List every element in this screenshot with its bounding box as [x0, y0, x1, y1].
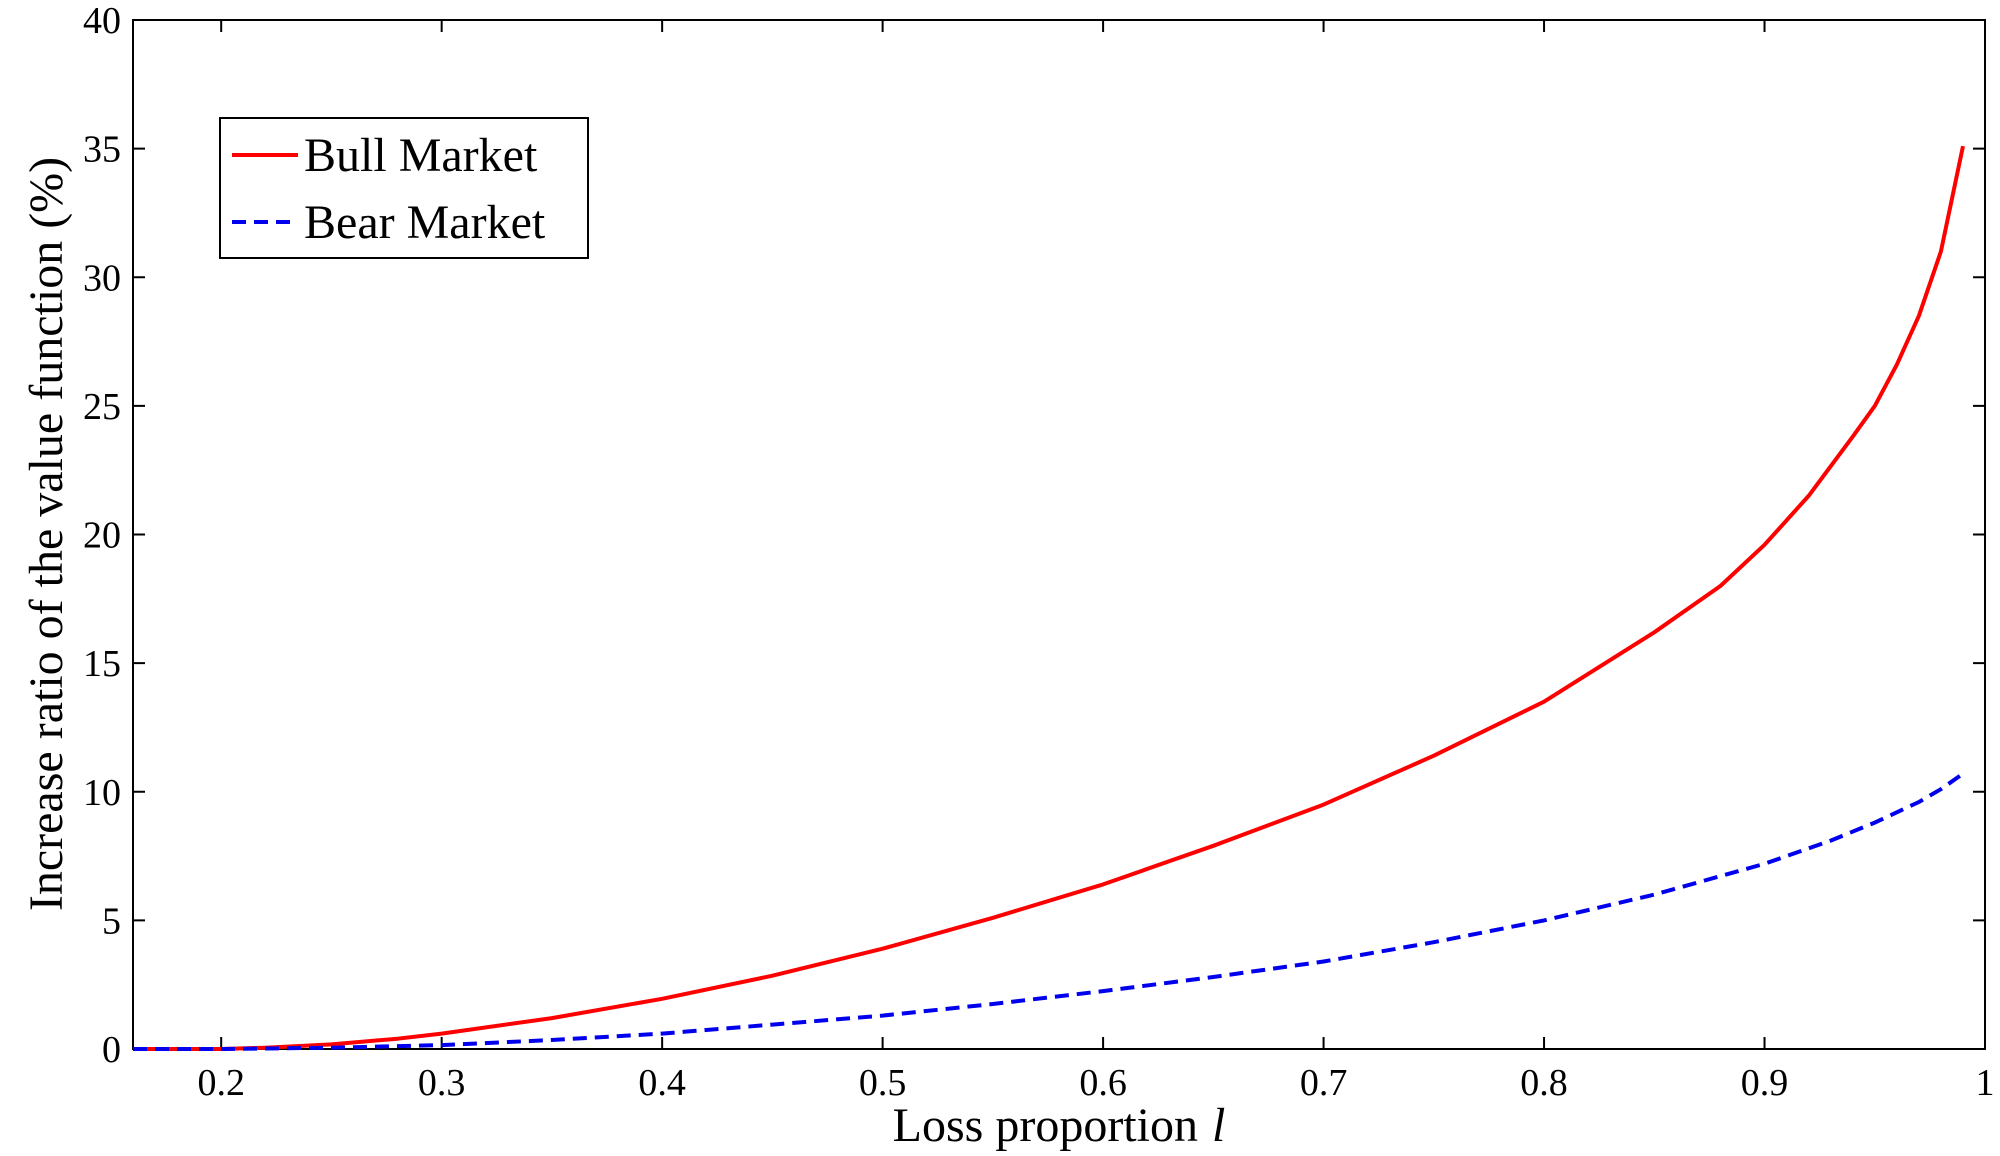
- y-tick-label: 15: [83, 643, 121, 685]
- legend-label-bear-market: Bear Market: [304, 196, 546, 249]
- x-tick-label: 0.9: [1741, 1062, 1789, 1104]
- y-tick-label: 20: [83, 515, 121, 557]
- y-tick-label: 25: [83, 386, 121, 428]
- y-axis-title: Increase ratio of the value function (%): [20, 157, 73, 911]
- x-axis-title-symbol: l: [1212, 1099, 1225, 1152]
- x-tick-label: 0.6: [1079, 1062, 1127, 1104]
- x-tick-label: 0.4: [638, 1062, 686, 1104]
- x-tick-label: 0.2: [197, 1062, 245, 1104]
- y-tick-label: 10: [83, 772, 121, 814]
- x-tick-label: 1: [1976, 1062, 1995, 1104]
- legend-label-bull-market: Bull Market: [304, 129, 538, 182]
- y-tick-label: 40: [83, 0, 121, 42]
- x-tick-label: 0.3: [418, 1062, 466, 1104]
- y-tick-label: 0: [102, 1029, 121, 1071]
- y-tick-label: 5: [102, 900, 121, 942]
- x-tick-label: 0.7: [1300, 1062, 1348, 1104]
- x-axis-title: Loss proportion l: [893, 1099, 1226, 1152]
- x-tick-label: 0.8: [1520, 1062, 1568, 1104]
- x-axis-title-text: Loss proportion: [893, 1099, 1198, 1152]
- y-tick-label: 30: [83, 257, 121, 299]
- y-tick-label: 35: [83, 129, 121, 171]
- legend: Bull Market Bear Market: [220, 118, 588, 258]
- x-tick-label: 0.5: [859, 1062, 907, 1104]
